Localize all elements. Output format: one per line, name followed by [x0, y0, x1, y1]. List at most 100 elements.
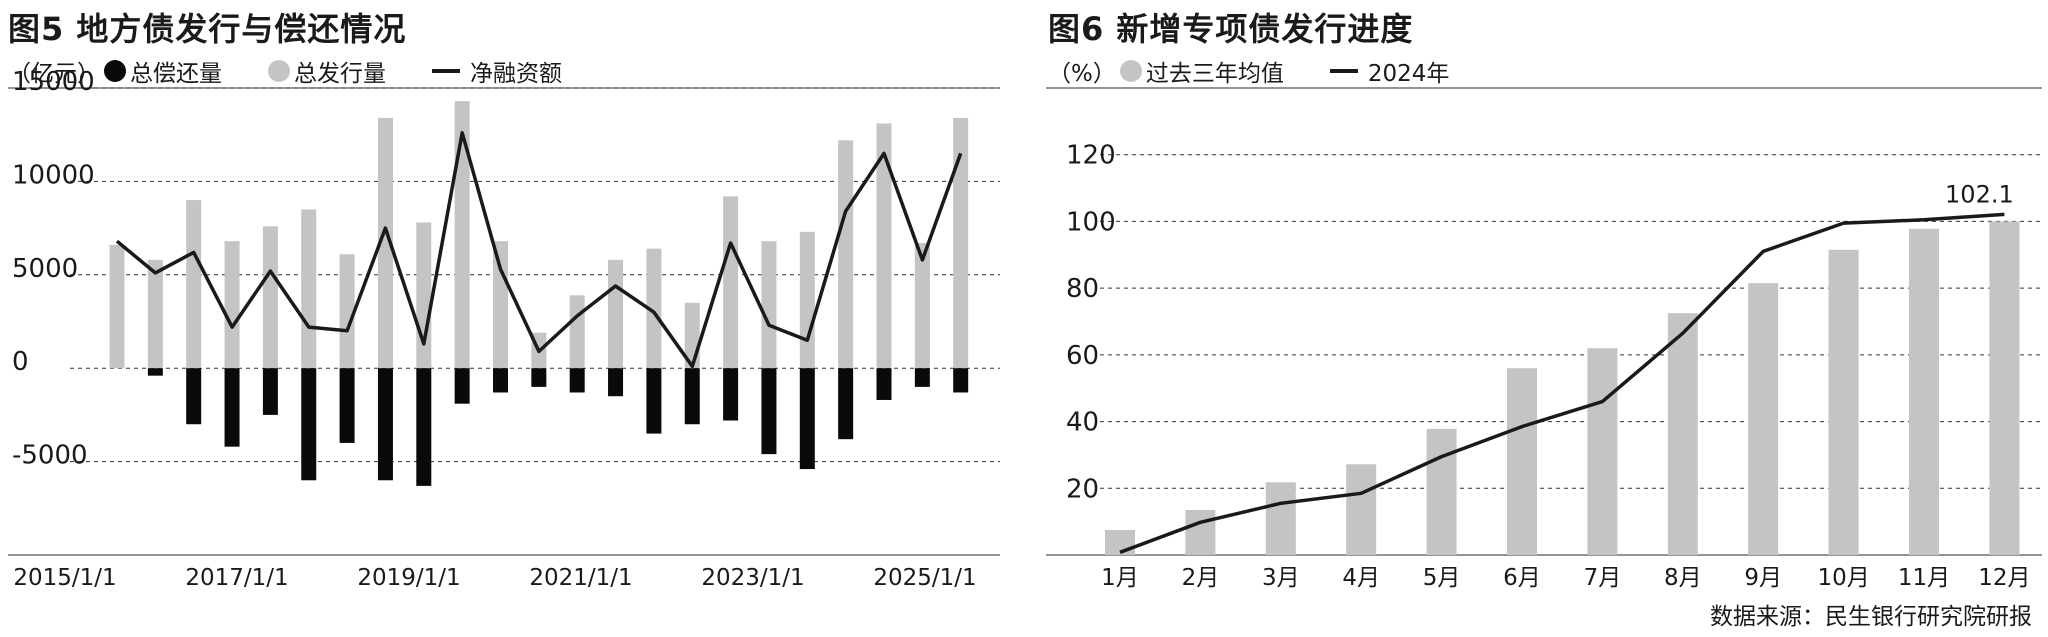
bar-repayment — [723, 368, 739, 421]
y-tick-label: 20 — [1066, 474, 1099, 504]
data-label: 102.1 — [1945, 180, 2014, 208]
y-tick-label: 5000 — [12, 254, 78, 284]
x-tick-label: 3月 — [1262, 565, 1300, 591]
legend-dot-icon — [1119, 60, 1142, 82]
x-tick-label: 2025/1/1 — [873, 565, 976, 591]
bar-issuance — [186, 200, 202, 369]
bar-issuance — [377, 117, 393, 369]
legend-item-avg: 过去三年均值 — [1119, 54, 1284, 88]
bar-issuance — [876, 123, 892, 369]
bar-three-year-avg — [1748, 283, 1779, 555]
legend-label: 过去三年均值 — [1145, 61, 1284, 87]
bar-repayment — [799, 368, 815, 470]
x-tick-label: 4月 — [1342, 565, 1380, 591]
legend-label: 2024年 — [1367, 61, 1450, 87]
legend-item-issuance: 总发行量 — [268, 54, 386, 88]
bar-issuance — [109, 244, 125, 369]
source-note: 数据来源：民生银行研究院研报 — [1710, 604, 2032, 630]
bar-issuance — [224, 241, 240, 369]
bar-repayment — [531, 368, 547, 387]
bar-issuance — [608, 259, 624, 369]
bar-repayment — [493, 368, 508, 393]
y-tick-label: 100 — [1066, 207, 1116, 237]
bar-issuance — [416, 222, 432, 369]
bar-issuance — [838, 140, 854, 369]
bar-issuance — [569, 295, 585, 369]
bar-issuance — [914, 243, 930, 369]
bar-repayment — [262, 368, 278, 415]
x-tick-label: 2021/1/1 — [529, 565, 632, 591]
bar-repayment — [377, 368, 393, 481]
y-tick-label: 10000 — [12, 160, 95, 190]
legend-item-2024: 2024年 — [1329, 54, 1450, 88]
bar-issuance — [262, 226, 278, 369]
bar-three-year-avg — [1828, 249, 1859, 555]
x-tick-label: 1月 — [1101, 565, 1139, 591]
x-tick-label: 2015/1/1 — [13, 565, 116, 591]
x-tick-label: 9月 — [1744, 565, 1782, 591]
bar-issuance — [147, 259, 163, 369]
legend-dot-icon — [268, 60, 290, 82]
x-tick-label: 6月 — [1503, 565, 1541, 591]
bar-repayment — [224, 368, 240, 447]
chart-plot-local-bonds: 15000 10000 5000 0 -5000 2015/1/1 2017/1/1 2019… — [8, 67, 1000, 591]
bar-repayment — [339, 368, 355, 443]
unit-label: （%） — [1048, 61, 1116, 87]
x-tick-label: 12月 — [1978, 565, 2030, 591]
bar-repayment — [608, 368, 624, 397]
bar-repayment — [838, 368, 854, 440]
bar-three-year-avg — [1185, 509, 1216, 555]
bar-issuance — [646, 248, 662, 369]
legend-line-icon — [1329, 69, 1358, 73]
y-tick-label: 120 — [1066, 141, 1116, 171]
y-tick-label: -5000 — [12, 441, 88, 471]
legend-label: 总偿还量 — [130, 61, 222, 87]
bar-three-year-avg — [1909, 228, 1939, 555]
bar-repayment — [953, 368, 969, 393]
x-tick-label: 2023/1/1 — [701, 565, 804, 591]
bar-issuance — [953, 117, 969, 369]
legend-item-repayment: 总偿还量 — [104, 54, 222, 88]
bar-three-year-avg — [1587, 348, 1618, 555]
bar-repayment — [301, 368, 317, 481]
y-tick-label: 80 — [1066, 274, 1099, 304]
x-tick-label: 7月 — [1584, 565, 1622, 591]
bar-repayment — [186, 368, 202, 425]
bar-repayment — [147, 368, 163, 376]
chart-legend: （亿元） 总偿还量 总发行量 净融资额 — [8, 54, 608, 88]
x-tick-label: 2019/1/1 — [357, 565, 460, 591]
bar-issuance — [454, 101, 470, 369]
y-tick-label: 15000 — [12, 67, 95, 97]
legend-line-icon — [432, 69, 460, 73]
bar-issuance — [493, 241, 508, 369]
unit-label: （亿元） — [8, 61, 100, 87]
y-tick-label: 0 — [12, 347, 29, 377]
bar-repayment — [454, 368, 470, 404]
bar-three-year-avg — [1989, 221, 2020, 555]
bar-three-year-avg — [1667, 313, 1698, 555]
chart-panel-local-bonds: 图5 地方债发行与偿还情况 （亿元） 总偿还量 总发行量 净融资额 15000 1… — [0, 0, 1010, 637]
bar-repayment — [876, 368, 892, 400]
chart-panel-special-bonds: 图6 新增专项债发行进度 （%） 过去三年均值 2024年 120 100 80 60… — [1040, 0, 2048, 637]
x-tick-label: 2月 — [1182, 565, 1220, 591]
x-tick-label: 2017/1/1 — [185, 565, 288, 591]
bar-three-year-avg — [1426, 428, 1457, 555]
bar-repayment — [416, 368, 432, 486]
y-tick-label: 40 — [1066, 408, 1099, 438]
x-tick-label: 5月 — [1423, 565, 1461, 591]
bar-repayment — [569, 368, 585, 393]
line-net-financing — [115, 131, 963, 369]
bar-repayment — [761, 368, 777, 455]
legend-item-net-financing: 净融资额 — [432, 54, 562, 88]
chart-legend: （%） 过去三年均值 2024年 — [1048, 54, 1495, 88]
bar-three-year-avg — [1346, 464, 1377, 555]
legend-label: 总发行量 — [294, 61, 386, 87]
bar-issuance — [339, 254, 355, 369]
bar-three-year-avg — [1507, 368, 1537, 555]
x-tick-label: 8月 — [1664, 565, 1702, 591]
bar-issuance — [723, 196, 739, 369]
x-tick-label: 10月 — [1817, 565, 1869, 591]
bar-repayment — [684, 368, 700, 425]
legend-label: 净融资额 — [470, 61, 562, 87]
y-tick-label: 60 — [1066, 341, 1099, 371]
